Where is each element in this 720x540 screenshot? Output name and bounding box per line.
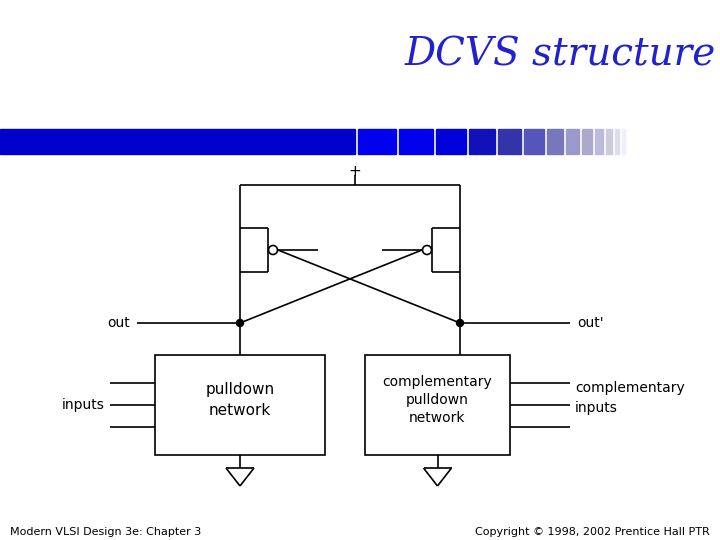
Bar [399,129,433,154]
Bar [436,129,466,154]
Text: out: out [107,316,130,330]
Text: DCVS structure: DCVS structure [405,37,716,73]
Circle shape [456,320,464,327]
Text: Copyright © 1998, 2002 Prentice Hall PTR: Copyright © 1998, 2002 Prentice Hall PTR [475,527,710,537]
Bar [615,129,619,154]
Circle shape [269,246,277,254]
Text: Modern VLSI Design 3e: Chapter 3: Modern VLSI Design 3e: Chapter 3 [10,527,202,537]
Bar [524,129,544,154]
Bar [0,129,355,154]
Text: inputs: inputs [62,398,105,412]
Circle shape [236,320,243,327]
Bar [595,129,603,154]
Bar [547,129,563,154]
Text: complementary
inputs: complementary inputs [575,381,685,415]
Bar [498,129,521,154]
Circle shape [423,246,431,254]
Text: pulldown
network: pulldown network [205,382,274,418]
Bar [606,129,612,154]
Bar [582,129,592,154]
Bar [622,129,625,154]
Text: +: + [348,164,361,179]
Bar [566,129,579,154]
Bar [155,355,325,455]
Text: complementary
pulldown
network: complementary pulldown network [382,375,492,426]
Bar [358,129,396,154]
Text: out': out' [577,316,603,330]
Bar [365,355,510,455]
Bar [469,129,495,154]
